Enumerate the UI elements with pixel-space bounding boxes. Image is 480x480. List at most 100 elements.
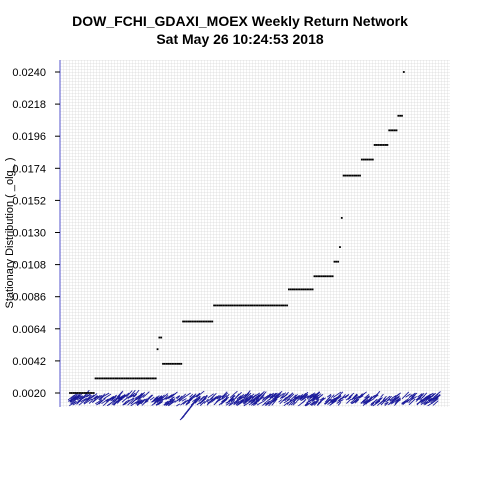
- node-label-glyph: [383, 395, 387, 400]
- node-label-glyph: [253, 402, 258, 406]
- node-label-glyph: [362, 399, 371, 406]
- node-label-glyph: [394, 398, 400, 404]
- data-point: [153, 377, 155, 380]
- data-point: [247, 304, 250, 307]
- node-label-glyph: [207, 401, 212, 405]
- node-label-glyphs: [67, 389, 441, 421]
- data-point: [125, 377, 128, 380]
- node-label-glyph: [288, 393, 293, 398]
- node-label-glyph: [126, 394, 132, 399]
- node-label-glyph: [151, 398, 156, 403]
- node-label-glyph: [337, 402, 342, 406]
- data-point: [114, 377, 117, 380]
- data-point: [260, 304, 263, 307]
- node-label-glyph: [336, 399, 344, 404]
- node-label-glyph: [176, 395, 183, 402]
- data-point: [366, 158, 369, 161]
- node-label-glyph: [311, 399, 320, 405]
- data-point: [138, 377, 141, 380]
- node-label-glyph: [209, 393, 217, 400]
- node-label-glyph: [418, 394, 423, 399]
- node-label-glyph: [133, 393, 138, 398]
- data-point: [286, 304, 288, 307]
- node-label-glyph: [128, 397, 134, 402]
- node-label-glyph: [168, 392, 176, 399]
- data-point: [131, 377, 133, 380]
- y-tick-label: 0.0108: [12, 260, 46, 272]
- node-label-glyph: [283, 402, 289, 407]
- node-label-glyph: [135, 392, 144, 400]
- data-point: [118, 377, 121, 380]
- data-point: [120, 377, 122, 380]
- data-point: [355, 174, 358, 177]
- data-point: [280, 304, 283, 307]
- node-label-glyph: [240, 397, 247, 402]
- node-label-glyph: [364, 394, 370, 399]
- data-point: [162, 362, 164, 365]
- data-point: [253, 304, 256, 307]
- data-point: [249, 304, 252, 307]
- y-axis-title: Stationary Distribution ( _olg_ ): [4, 157, 16, 308]
- data-point: [169, 362, 172, 365]
- data-point: [344, 174, 347, 177]
- data-point: [258, 304, 261, 307]
- node-label-glyph: [234, 391, 242, 399]
- node-label-glyph: [139, 398, 145, 405]
- node-label-glyph: [311, 400, 319, 407]
- data-point: [402, 71, 405, 73]
- node-label-glyph: [350, 393, 358, 401]
- node-label-glyph: [362, 399, 369, 405]
- node-label-glyph: [169, 396, 175, 401]
- node-label-glyph: [417, 393, 423, 398]
- y-tick-label: 0.0152: [12, 195, 46, 207]
- node-label-glyph: [286, 399, 292, 405]
- node-label-glyph: [415, 396, 422, 402]
- node-label-glyph: [168, 400, 176, 406]
- node-label-glyph: [380, 399, 385, 404]
- data-point: [346, 174, 349, 177]
- data-point: [185, 320, 188, 323]
- data-point: [80, 392, 82, 394]
- data-point: [246, 304, 248, 307]
- node-label-glyph: [306, 401, 312, 407]
- node-label-glyph: [393, 395, 401, 401]
- data-point: [359, 174, 361, 177]
- node-label-glyph: [353, 398, 358, 403]
- node-label-glyph: [371, 402, 375, 407]
- node-label-glyph: [269, 394, 274, 399]
- node-label-glyph: [348, 392, 355, 398]
- node-label-glyph: [424, 401, 428, 406]
- data-point: [222, 304, 225, 307]
- data-point: [174, 362, 177, 365]
- node-label-glyph: [210, 399, 216, 403]
- node-label-glyph: [324, 401, 329, 405]
- node-label-glyph: [435, 394, 441, 400]
- node-label-glyph: [221, 394, 227, 399]
- node-label-glyph: [293, 393, 298, 399]
- data-point: [132, 377, 135, 380]
- node-label-glyph: [161, 394, 165, 399]
- node-label-glyph: [390, 400, 396, 405]
- node-label-glyph: [364, 396, 368, 401]
- node-label-glyph: [88, 399, 93, 404]
- node-label-glyph: [117, 397, 122, 402]
- data-point: [300, 288, 303, 291]
- data-point: [350, 174, 352, 177]
- node-label-glyph: [164, 402, 169, 406]
- node-label-glyph: [159, 398, 164, 402]
- node-label-glyph: [367, 398, 375, 403]
- node-label-glyph: [98, 398, 106, 404]
- node-label-glyph: [323, 398, 333, 405]
- node-label-glyph: [405, 393, 411, 398]
- data-point: [191, 320, 194, 323]
- node-label-glyph: [146, 394, 154, 401]
- node-label-glyph: [163, 395, 169, 400]
- data-point: [83, 392, 86, 394]
- node-label-glyph: [316, 394, 323, 401]
- node-label-glyph: [229, 398, 234, 403]
- data-point: [176, 362, 179, 365]
- node-label-glyph: [143, 400, 149, 404]
- node-label-glyph: [76, 400, 81, 405]
- node-label-glyph: [192, 395, 201, 403]
- node-label-glyph: [194, 398, 199, 403]
